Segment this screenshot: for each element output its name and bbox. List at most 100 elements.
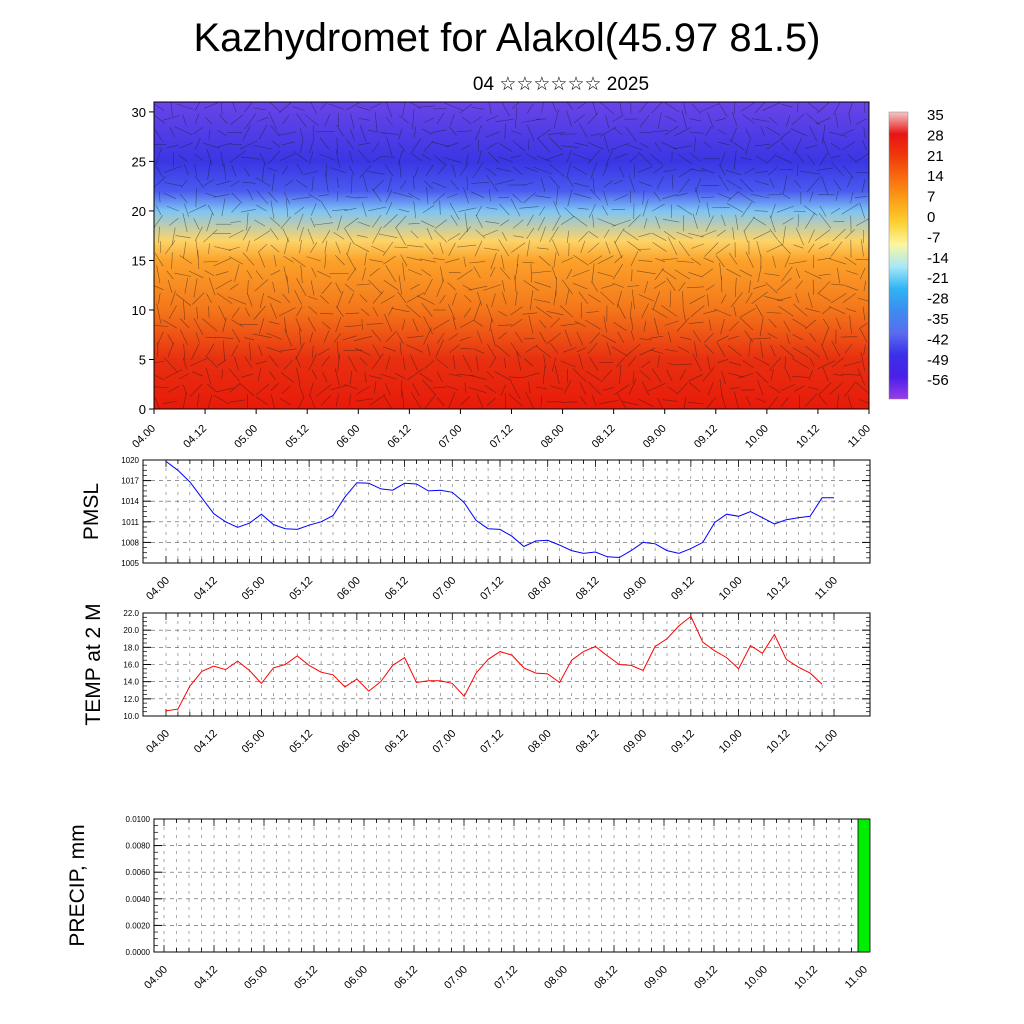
wind-vector — [692, 213, 698, 229]
wind-vector — [344, 207, 357, 212]
wind-vector — [627, 285, 640, 287]
wind-vector — [513, 235, 524, 238]
wind-vector — [574, 321, 586, 327]
wind-vector — [540, 395, 542, 408]
wind-vector — [751, 291, 768, 304]
wind-vector — [549, 385, 564, 390]
wind-vector — [499, 203, 510, 216]
wind-vector — [545, 153, 564, 161]
wind-vector — [361, 202, 367, 217]
wind-vector — [688, 272, 703, 278]
wind-vector — [221, 368, 224, 380]
wind-vector — [165, 240, 176, 255]
wind-vector — [231, 319, 244, 328]
wind-vector — [245, 307, 250, 317]
wind-vector — [856, 218, 869, 227]
wind-vector — [757, 266, 762, 283]
wind-vector — [585, 370, 603, 382]
wind-vector — [603, 180, 614, 188]
wind-vector — [179, 142, 193, 149]
wind-vector — [499, 267, 511, 280]
wind-vector — [433, 154, 446, 165]
heatmap-y-tick-label: 25 — [132, 154, 146, 169]
wind-vector — [743, 216, 755, 232]
x-tick-label: 04.00 — [142, 964, 170, 992]
x-tick-label: 06.12 — [392, 964, 420, 992]
wind-vector — [686, 286, 704, 289]
wind-vector — [294, 290, 303, 305]
heatmap-y-tick-label: 20 — [132, 204, 146, 219]
wind-vector — [759, 316, 764, 337]
wind-vector — [500, 384, 507, 396]
wind-vector — [526, 153, 538, 160]
wind-vector — [154, 103, 165, 111]
wind-vector — [504, 123, 506, 139]
wind-vector — [730, 127, 737, 142]
wind-vector — [167, 145, 179, 148]
wind-vector — [259, 153, 267, 165]
wind-vector — [182, 114, 187, 126]
wind-vector — [423, 141, 434, 152]
wind-vector — [650, 130, 669, 133]
heatmap-x-tick-label: 10.12 — [794, 423, 822, 451]
wind-vector — [536, 129, 551, 140]
wind-vector — [282, 228, 290, 243]
wind-vector — [232, 102, 237, 113]
wind-vector — [846, 176, 852, 188]
wind-vector — [307, 296, 318, 300]
wind-vector — [662, 218, 680, 223]
wind-vector — [768, 166, 778, 176]
wind-vector — [421, 220, 435, 228]
wind-vector — [255, 177, 271, 187]
wind-vector — [804, 270, 822, 280]
y-tick-label: 1011 — [122, 518, 140, 527]
wind-vector — [592, 102, 598, 116]
wind-vector — [817, 257, 832, 261]
series-line — [165, 460, 834, 559]
wind-vector — [279, 398, 291, 406]
wind-vector — [292, 106, 305, 111]
wind-vector — [587, 149, 601, 164]
heatmap-x-tick-label: 11.00 — [846, 423, 873, 450]
wind-vector — [300, 128, 304, 140]
wind-vector — [166, 270, 174, 280]
wind-vector — [683, 102, 687, 116]
wind-vector — [296, 278, 307, 296]
wind-vector — [464, 212, 468, 233]
wind-vector — [398, 142, 406, 152]
wind-vector — [342, 335, 357, 341]
wind-vector — [405, 344, 423, 353]
wind-vector — [628, 214, 641, 228]
wind-vector — [842, 141, 856, 151]
wind-vector — [733, 150, 737, 170]
wind-vector — [585, 320, 601, 330]
wind-vector — [530, 263, 532, 283]
wind-vector — [230, 180, 240, 187]
wind-vector — [748, 340, 751, 357]
wind-vector — [721, 294, 727, 304]
wind-vector — [741, 202, 753, 218]
wind-vector — [154, 386, 169, 388]
wind-vector — [309, 151, 314, 164]
wind-vector — [678, 154, 692, 165]
wind-vector — [534, 195, 551, 199]
wind-vector — [643, 320, 647, 332]
wind-vector — [613, 179, 624, 185]
heatmap-y-tick-label: 10 — [132, 303, 146, 318]
wind-vector — [223, 163, 227, 181]
wind-vector — [406, 256, 422, 261]
wind-vector — [178, 373, 190, 380]
wind-vector — [460, 319, 475, 328]
wind-vector — [790, 128, 808, 137]
wind-vector — [795, 293, 800, 303]
wind-vector — [690, 168, 706, 172]
wind-vector — [667, 331, 672, 343]
wind-vector — [822, 124, 826, 145]
wind-vector — [295, 356, 301, 368]
wind-vector — [386, 202, 393, 215]
wind-vector — [715, 243, 731, 255]
wind-vector — [793, 244, 804, 249]
wind-vector — [628, 154, 639, 163]
wind-vector — [320, 394, 332, 406]
wind-vector — [793, 303, 808, 317]
